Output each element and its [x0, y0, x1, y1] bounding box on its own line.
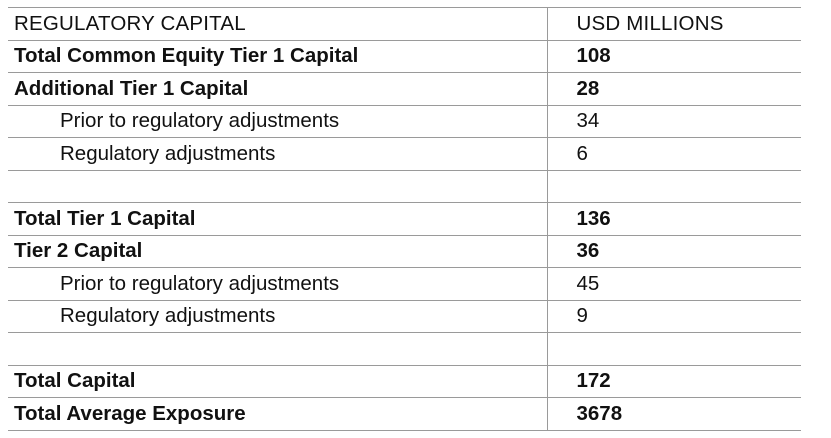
table-row: Total Common Equity Tier 1 Capital 108: [8, 39, 801, 73]
table-row-empty: [8, 169, 801, 203]
row-label: Regulatory adjustments: [8, 137, 547, 171]
table-row: Total Capital 172: [8, 364, 801, 398]
table-row: Total Average Exposure 3678: [8, 397, 801, 431]
row-label: Prior to regulatory adjustments: [8, 104, 547, 138]
table-row: Prior to regulatory adjustments 45: [8, 267, 801, 301]
row-value: 28: [546, 72, 801, 106]
row-value: 36: [546, 234, 801, 268]
row-label: Prior to regulatory adjustments: [8, 267, 547, 301]
table-row: Tier 2 Capital 36: [8, 234, 801, 268]
row-label: Total Average Exposure: [8, 397, 547, 431]
row-value: 108: [546, 39, 801, 73]
table-row: Regulatory adjustments 6: [8, 137, 801, 171]
row-value: 34: [546, 104, 801, 138]
row-label: Total Capital: [8, 364, 547, 398]
row-value: 136: [546, 202, 801, 236]
row-value: 3678: [546, 397, 801, 431]
row-label: Total Tier 1 Capital: [8, 202, 547, 236]
table-header-row: REGULATORY CAPITAL USD MILLIONS: [8, 7, 801, 41]
table-row: Additional Tier 1 Capital 28: [8, 72, 801, 106]
row-label: Total Common Equity Tier 1 Capital: [8, 39, 547, 73]
header-label: REGULATORY CAPITAL: [8, 7, 547, 41]
row-label: [8, 169, 547, 203]
table-row: Prior to regulatory adjustments 34: [8, 104, 801, 138]
row-label: Tier 2 Capital: [8, 234, 547, 268]
table-row: Total Tier 1 Capital 136: [8, 202, 801, 236]
row-value: [546, 169, 801, 203]
header-value: USD MILLIONS: [546, 7, 801, 41]
row-label: Additional Tier 1 Capital: [8, 72, 547, 106]
regulatory-capital-table: REGULATORY CAPITAL USD MILLIONS Total Co…: [8, 7, 801, 431]
row-label: [8, 332, 547, 366]
row-value: 172: [546, 364, 801, 398]
table-row: Regulatory adjustments 9: [8, 299, 801, 333]
table-row-empty: [8, 332, 801, 366]
row-value: 45: [546, 267, 801, 301]
row-value: 6: [546, 137, 801, 171]
row-value: 9: [546, 299, 801, 333]
row-label: Regulatory adjustments: [8, 299, 547, 333]
row-value: [546, 332, 801, 366]
